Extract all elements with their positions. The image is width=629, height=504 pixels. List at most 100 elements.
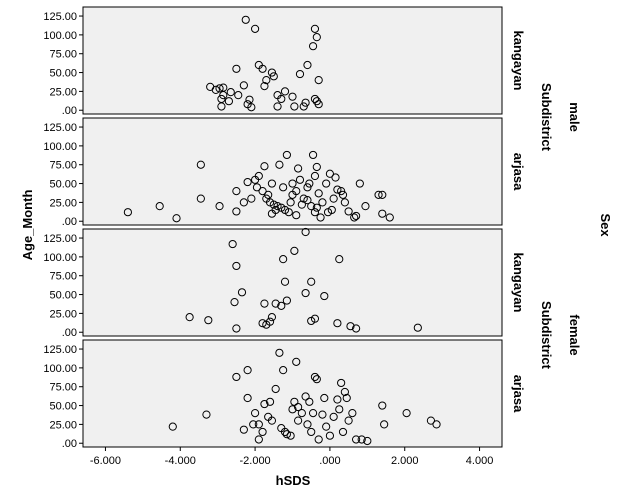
data-point (277, 94, 286, 104)
data-point (254, 435, 263, 444)
data-point (262, 75, 271, 85)
data-point (265, 397, 275, 406)
y-tick-label: 25.00 (49, 308, 77, 320)
data-point (247, 194, 256, 203)
data-point (329, 412, 338, 421)
data-point (245, 95, 254, 104)
data-point (232, 64, 241, 73)
data-point (267, 179, 277, 188)
data-point (258, 427, 267, 437)
data-point (355, 179, 364, 188)
strip-label-subdistrict-female: Subdistrict (539, 301, 554, 370)
panel-female-arjasa: .00 25.00 50.00 75.00 100.00 125.00 arjasa (43, 339, 526, 450)
strip-label-subdistrict-value: kangayan (511, 253, 526, 313)
data-point (310, 24, 320, 33)
data-point (320, 393, 329, 403)
data-point (346, 322, 355, 331)
strip-label-subdistrict-value: kangayan (511, 31, 526, 91)
data-point (172, 214, 181, 223)
strip-label-subdistrict-male: Subdistrict (539, 83, 554, 152)
x-tick-label: -4.000 (165, 455, 196, 467)
data-point (284, 208, 293, 217)
data-point (351, 324, 361, 333)
x-axis: -6.000 -4.000 -2.000 .000 2.000 4.000 (90, 447, 493, 467)
data-point (310, 372, 320, 382)
data-point (312, 375, 321, 384)
data-point (243, 177, 252, 187)
data-point (282, 430, 291, 439)
panels-layer: .0025.0050.0075.00100.00125.00kangayan.0… (43, 6, 526, 450)
data-point (325, 431, 335, 440)
data-point (215, 202, 224, 211)
data-point (275, 160, 284, 169)
y-tick-label: 75.00 (49, 49, 77, 61)
data-point (307, 277, 316, 286)
data-point (211, 85, 220, 94)
data-point (361, 202, 370, 211)
data-point (314, 75, 323, 85)
data-point (267, 313, 277, 322)
data-point (305, 179, 314, 188)
data-point (239, 81, 248, 90)
data-point (297, 200, 306, 209)
data-point (294, 164, 303, 173)
data-point (350, 213, 359, 222)
data-point (204, 316, 213, 325)
data-point (292, 357, 301, 366)
panel-frame (82, 117, 503, 226)
data-point (432, 420, 441, 429)
data-point (308, 150, 318, 160)
data-point (351, 435, 361, 444)
data-point (338, 427, 348, 437)
data-point (292, 186, 301, 196)
data-point (290, 246, 299, 255)
data-point (232, 372, 241, 382)
x-tick-label: 2.000 (391, 455, 419, 467)
data-point (252, 183, 262, 192)
data-point (196, 194, 205, 203)
data-point (378, 401, 387, 410)
panel-frame (82, 339, 503, 448)
strip-label-subdistrict-value: arjasa (511, 375, 526, 413)
y-tick-label: .00 (62, 438, 77, 450)
data-point (301, 288, 310, 298)
data-point (262, 320, 271, 329)
data-point (260, 162, 269, 171)
data-point (292, 211, 301, 220)
x-tick-label: 4.000 (466, 455, 494, 467)
data-point (316, 213, 325, 222)
data-point (273, 102, 282, 111)
data-point (308, 42, 318, 51)
data-point (271, 299, 280, 308)
x-tick-label: -2.000 (239, 455, 270, 467)
data-point (314, 189, 323, 198)
data-point (254, 171, 263, 181)
data-point (342, 393, 351, 403)
data-point (322, 422, 331, 431)
data-point (232, 207, 241, 216)
data-point (260, 399, 269, 409)
data-point (295, 69, 305, 79)
data-point (303, 60, 312, 70)
data-point (196, 160, 205, 169)
data-point (277, 301, 286, 310)
data-point (333, 319, 342, 328)
y-tick-label: 125.00 (43, 344, 77, 356)
data-point (340, 198, 349, 207)
data-point (267, 416, 277, 425)
y-tick-label: 50.00 (49, 290, 77, 302)
data-point (333, 185, 342, 194)
y-tick-label: 100.00 (43, 252, 77, 264)
data-point (323, 208, 333, 217)
data-point (232, 186, 241, 196)
data-point (241, 15, 250, 24)
data-point (314, 100, 323, 109)
strip-label-sex-male: male (567, 102, 582, 132)
data-point (237, 288, 247, 297)
data-point (426, 416, 436, 425)
data-point (299, 102, 308, 111)
x-axis-title: hSDS (276, 473, 311, 488)
y-tick-label: 125.00 (43, 233, 77, 245)
data-point (239, 198, 248, 207)
